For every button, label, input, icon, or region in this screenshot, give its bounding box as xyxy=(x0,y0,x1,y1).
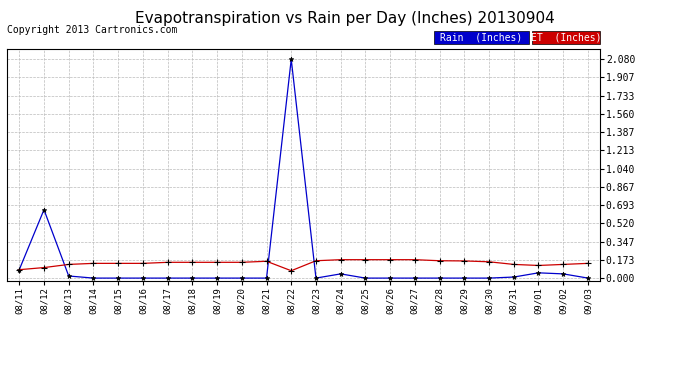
Text: Copyright 2013 Cartronics.com: Copyright 2013 Cartronics.com xyxy=(7,25,177,35)
FancyBboxPatch shape xyxy=(434,32,529,44)
Text: ET  (Inches): ET (Inches) xyxy=(531,33,601,43)
FancyBboxPatch shape xyxy=(532,32,600,44)
Text: Evapotranspiration vs Rain per Day (Inches) 20130904: Evapotranspiration vs Rain per Day (Inch… xyxy=(135,11,555,26)
Text: Rain  (Inches): Rain (Inches) xyxy=(440,33,523,43)
